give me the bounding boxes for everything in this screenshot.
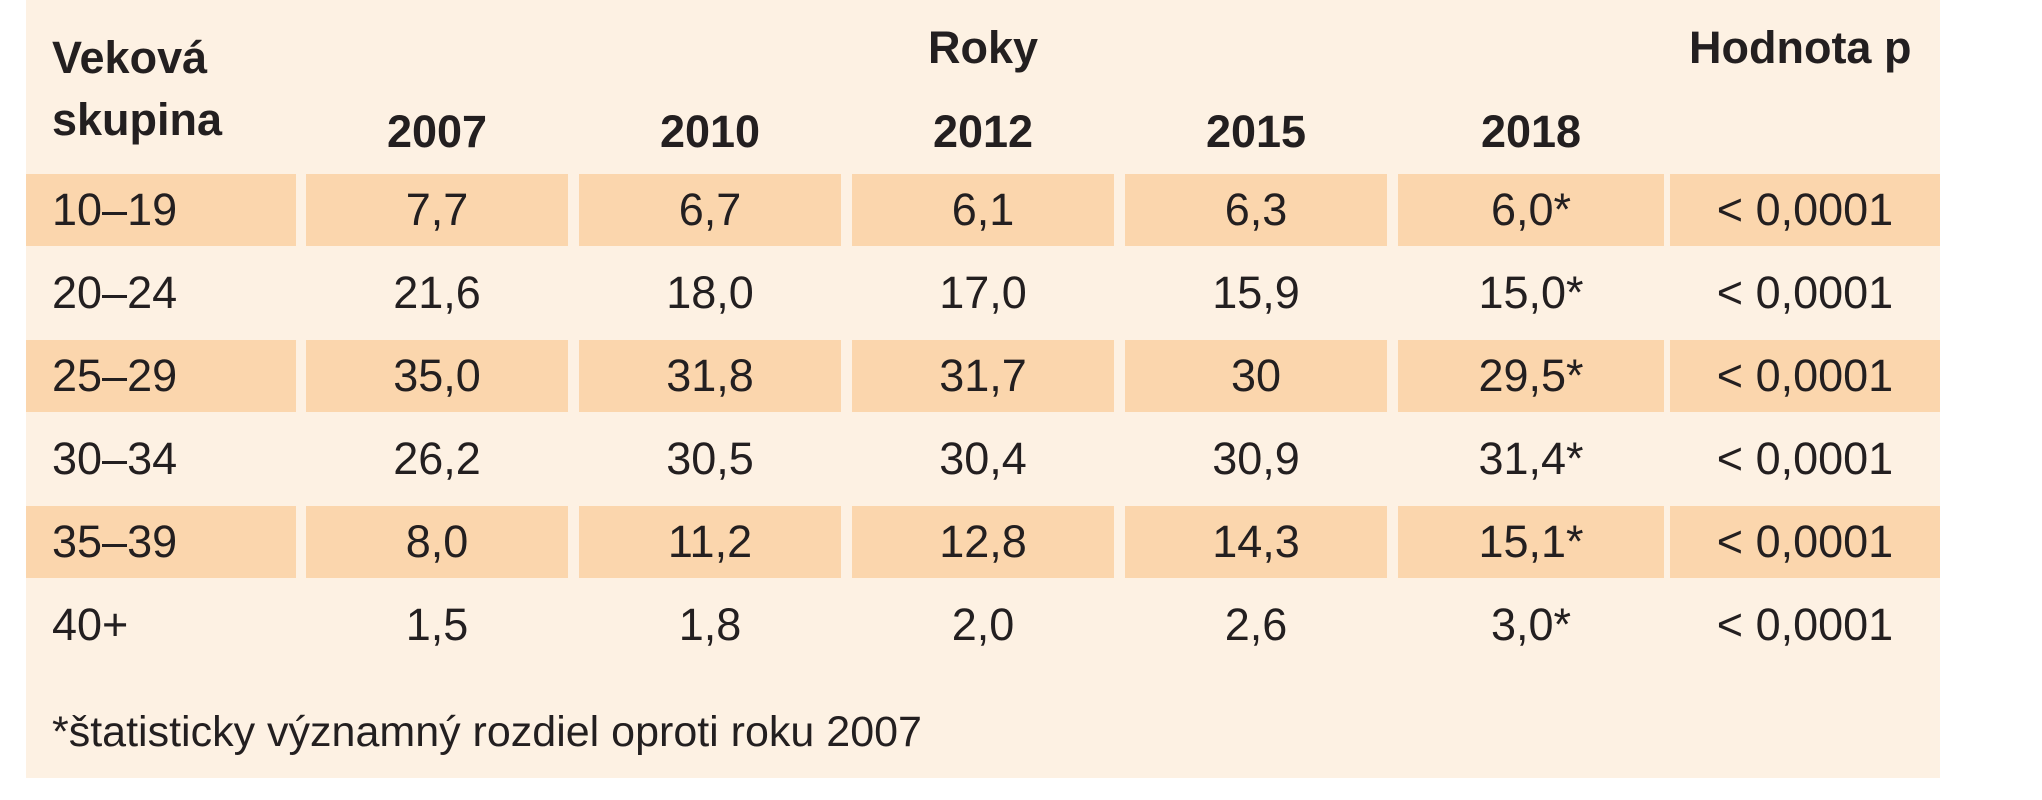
table-cell: 31,7	[939, 350, 1027, 401]
table-cell: 35,0	[393, 350, 481, 401]
table-cell: 8,0	[405, 516, 469, 567]
cell-shade	[306, 340, 568, 412]
table-cell: 15,1*	[1478, 516, 1584, 567]
cell-shade	[306, 506, 568, 578]
table-cell: 31,4*	[1478, 433, 1584, 484]
year-header-2010: 2010	[659, 106, 761, 157]
row-age-group: 40+	[52, 599, 129, 650]
cell-shade	[579, 340, 841, 412]
table-cell: 7,7	[405, 184, 469, 235]
table-cell: 30,4	[939, 433, 1027, 484]
cell-shade	[1125, 174, 1387, 246]
cell-shade	[306, 174, 568, 246]
table-cell: 14,3	[1212, 516, 1300, 567]
table-cell: 6,7	[678, 184, 742, 235]
table-cell: 30,5	[666, 433, 754, 484]
age-group-header-line2: skupina	[52, 94, 223, 145]
row-shade	[26, 340, 296, 412]
cell-shade	[852, 506, 1114, 578]
year-header-2012: 2012	[932, 106, 1034, 157]
years-header: Roky	[928, 22, 1039, 73]
cell-shade	[1670, 506, 1940, 578]
footnote: *štatisticky významný rozdiel oproti rok…	[52, 708, 922, 756]
table-cell: 15,0*	[1478, 267, 1584, 318]
table-cell: 6,3	[1224, 184, 1288, 235]
p-value-cell: < 0,0001	[1716, 599, 1894, 650]
cell-shade	[1398, 174, 1664, 246]
table-cell: 30,9	[1212, 433, 1300, 484]
table-cell: 30	[1230, 350, 1282, 401]
cell-shade	[1398, 340, 1664, 412]
row-age-group: 25–29	[52, 350, 178, 401]
year-header-2007: 2007	[386, 106, 488, 157]
p-value-cell: < 0,0001	[1716, 267, 1894, 318]
table-cell: 26,2	[393, 433, 481, 484]
table-cell: 6,0*	[1490, 184, 1572, 235]
p-value-header: Hodnota p	[1689, 22, 1912, 73]
table-cell: 29,5*	[1478, 350, 1584, 401]
row-shade	[26, 174, 296, 246]
row-age-group: 10–19	[52, 184, 178, 235]
table-cell: 1,8	[678, 599, 742, 650]
table-cell: 2,0	[951, 599, 1015, 650]
table-cell: 21,6	[393, 267, 481, 318]
data-table: Veková skupina Roky Hodnota p 2007 2010 20…	[26, 0, 1940, 778]
cell-shade	[1125, 506, 1387, 578]
cell-shade	[1670, 174, 1940, 246]
cell-shade	[579, 506, 841, 578]
row-age-group: 30–34	[52, 433, 178, 484]
p-value-cell: < 0,0001	[1716, 516, 1894, 567]
year-header-2015: 2015	[1205, 106, 1307, 157]
table-cell: 15,9	[1212, 267, 1300, 318]
table-cell: 31,8	[666, 350, 754, 401]
table-cell: 2,6	[1224, 599, 1288, 650]
age-group-header-line1: Veková	[52, 32, 208, 83]
year-header-2018: 2018	[1480, 106, 1582, 157]
row-shade	[26, 506, 296, 578]
cell-shade	[852, 174, 1114, 246]
cell-shade	[1125, 340, 1387, 412]
row-age-group: 35–39	[52, 516, 178, 567]
cell-shade	[579, 174, 841, 246]
table-cell: 1,5	[405, 599, 469, 650]
p-value-cell: < 0,0001	[1716, 433, 1894, 484]
table-cell: 3,0*	[1490, 599, 1572, 650]
table-cell: 18,0	[666, 267, 754, 318]
table-cell: 6,1	[951, 184, 1015, 235]
cell-shade	[1670, 340, 1940, 412]
cell-shade	[1398, 506, 1664, 578]
p-value-cell: < 0,0001	[1716, 184, 1894, 235]
table-cell: 17,0	[939, 267, 1027, 318]
p-value-cell: < 0,0001	[1716, 350, 1894, 401]
row-age-group: 20–24	[52, 267, 178, 318]
table-cell: 12,8	[939, 516, 1027, 567]
table-cell: 11,2	[667, 516, 753, 567]
cell-shade	[852, 340, 1114, 412]
